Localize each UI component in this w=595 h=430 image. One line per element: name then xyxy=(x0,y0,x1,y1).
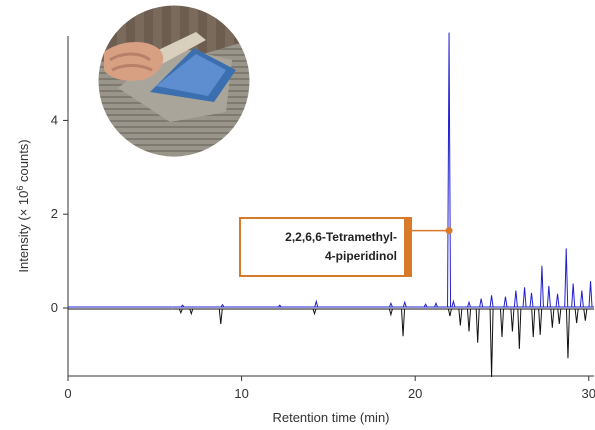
chromatogram-peak xyxy=(538,308,543,335)
chromatogram-peak xyxy=(189,308,194,316)
callout-marker xyxy=(445,227,453,235)
chromatogram-peak xyxy=(475,308,480,343)
chromatogram-peak xyxy=(447,308,452,317)
callout-box xyxy=(239,217,412,277)
chromatogram-peak xyxy=(555,293,560,308)
chromatogram-peak xyxy=(489,295,494,308)
chromatogram-peak xyxy=(388,308,393,317)
chromatogram-peak xyxy=(218,308,223,325)
callout-line2: 4-piperidinol xyxy=(325,249,397,263)
chromatogram-peak xyxy=(522,287,527,308)
sample-trace-blue xyxy=(68,32,594,308)
y-axis-label: Intensity (× 106 counts) xyxy=(15,139,31,272)
chromatogram-peak xyxy=(588,281,593,308)
y-tick-label: 0 xyxy=(51,300,58,315)
chromatogram-peak xyxy=(451,299,456,308)
chromatogram-peak xyxy=(499,308,504,338)
chromatogram-peak xyxy=(510,308,515,332)
y-tick-label: 4 xyxy=(51,112,58,127)
chromatogram-peak xyxy=(583,308,588,321)
chromatogram-peak xyxy=(467,300,471,308)
chromatogram-peak xyxy=(550,308,555,328)
x-tick-label: 0 xyxy=(64,386,71,401)
reference-trace-black xyxy=(68,308,594,378)
axis-ticks: 0 10 20 30 0 2 4 xyxy=(51,112,595,401)
chromatogram-peak xyxy=(517,308,522,349)
chromatogram-peak xyxy=(564,248,569,308)
tile-adhesive-trowel-photo xyxy=(98,5,250,157)
chromatogram-peak xyxy=(423,303,428,308)
chromatogram-peak xyxy=(314,299,319,308)
callout-accent-bar xyxy=(404,218,411,276)
chromatogram-peak xyxy=(513,290,518,308)
chromatogram-peak xyxy=(539,265,544,308)
chromatogram-peak xyxy=(220,303,225,308)
chromatogram-peak xyxy=(571,283,576,308)
chromatogram-peak xyxy=(529,292,534,308)
chromatogram-peak xyxy=(402,300,407,308)
chromatogram-peak xyxy=(557,308,562,325)
chromatogram-peak xyxy=(178,308,183,315)
x-tick-label: 20 xyxy=(408,386,422,401)
chromatogram-peak xyxy=(388,301,393,308)
chromatogram-peak xyxy=(574,308,579,324)
chromatogram-peak xyxy=(479,298,484,308)
x-axis-label: Retention time (min) xyxy=(272,410,389,425)
chromatogram-peak xyxy=(447,32,452,308)
chromatogram-peak xyxy=(489,308,494,378)
x-tick-label: 10 xyxy=(234,386,248,401)
chromatogram-peak xyxy=(531,308,536,338)
x-tick-label: 30 xyxy=(582,386,595,401)
y-tick-label: 2 xyxy=(51,206,58,221)
chromatogram-peak xyxy=(312,308,317,316)
chromatogram-peak xyxy=(579,290,584,308)
chromatogram-peak xyxy=(565,308,570,359)
chromatogram-peak xyxy=(180,304,185,308)
callout-line1: 2,2,6,6-Tetramethyl- xyxy=(285,230,397,244)
chromatogram-peak xyxy=(458,308,463,326)
chromatogram-peak xyxy=(467,308,472,332)
chromatogram-peak xyxy=(503,296,508,308)
compound-callout: 2,2,6,6-Tetramethyl- 4-piperidinol xyxy=(239,217,453,277)
chromatogram-peak xyxy=(434,301,438,308)
chromatogram-peak xyxy=(277,304,282,308)
chromatogram-peak xyxy=(401,308,406,337)
chromatogram-peak xyxy=(546,285,551,308)
